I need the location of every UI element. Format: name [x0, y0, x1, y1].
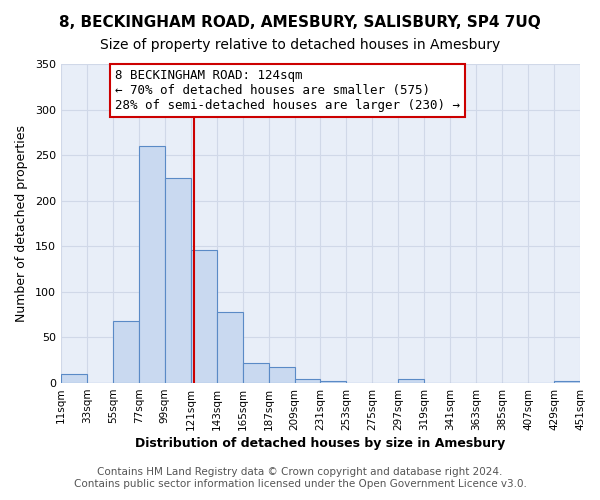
Bar [113, 321, 139, 383]
X-axis label: Distribution of detached houses by size in Amesbury: Distribution of detached houses by size … [136, 437, 506, 450]
Bar [242, 363, 269, 383]
Bar [269, 366, 295, 383]
Bar [165, 178, 191, 383]
Text: 8, BECKINGHAM ROAD, AMESBURY, SALISBURY, SP4 7UQ: 8, BECKINGHAM ROAD, AMESBURY, SALISBURY,… [59, 15, 541, 30]
Bar [191, 250, 217, 383]
Bar [554, 381, 580, 383]
Bar [61, 374, 87, 383]
Text: Size of property relative to detached houses in Amesbury: Size of property relative to detached ho… [100, 38, 500, 52]
Y-axis label: Number of detached properties: Number of detached properties [15, 125, 28, 322]
Bar [398, 380, 424, 383]
Bar [139, 146, 165, 383]
Text: Contains HM Land Registry data © Crown copyright and database right 2024.
Contai: Contains HM Land Registry data © Crown c… [74, 468, 526, 489]
Bar [320, 381, 346, 383]
Bar [295, 378, 320, 383]
Text: 8 BECKINGHAM ROAD: 124sqm
← 70% of detached houses are smaller (575)
28% of semi: 8 BECKINGHAM ROAD: 124sqm ← 70% of detac… [115, 70, 460, 112]
Bar [217, 312, 242, 383]
